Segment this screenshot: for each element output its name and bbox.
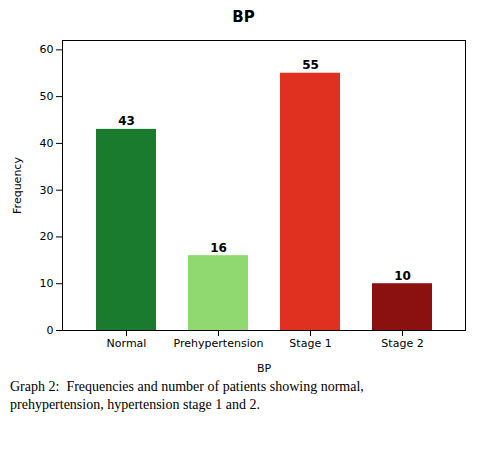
svg-text:Prehypertension: Prehypertension — [174, 337, 264, 350]
svg-text:Normal: Normal — [107, 337, 147, 350]
html-text:Graph 2: Frequencies and numbe: Graph 2: Frequencies and number of patie… — [10, 379, 364, 394]
svg-text:Frequency: Frequency — [11, 157, 24, 214]
svg-text:60: 60 — [40, 43, 54, 56]
svg-text:30: 30 — [40, 184, 54, 197]
svg-text:50: 50 — [40, 90, 54, 103]
svg-text:0: 0 — [47, 324, 54, 337]
svg-text:BP: BP — [257, 362, 272, 375]
svg-text:43: 43 — [118, 114, 135, 128]
svg-text:10: 10 — [394, 269, 411, 283]
html-text:BP: BP — [232, 8, 255, 26]
html-text:prehypertension, hypertension: prehypertension, hypertension stage 1 an… — [10, 397, 260, 412]
svg-text:40: 40 — [40, 137, 54, 150]
svg-text:Stage 2: Stage 2 — [381, 337, 423, 350]
svg-text:16: 16 — [210, 241, 227, 255]
svg-text:20: 20 — [40, 230, 54, 243]
svg-text:Stage 1: Stage 1 — [289, 337, 331, 350]
svg-text:55: 55 — [302, 58, 319, 72]
svg-text:10: 10 — [40, 277, 54, 290]
